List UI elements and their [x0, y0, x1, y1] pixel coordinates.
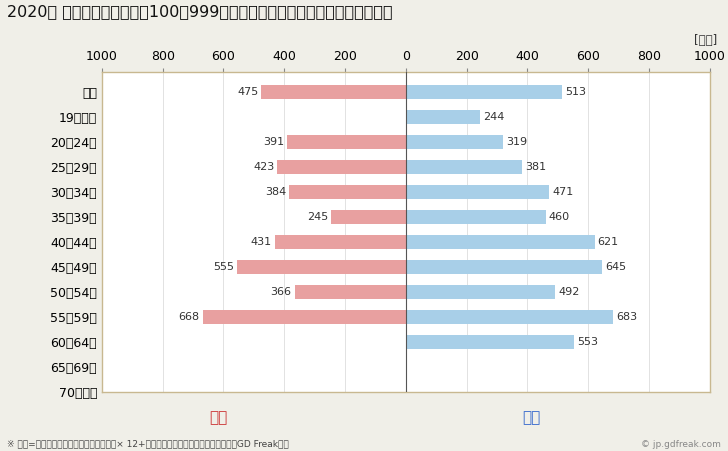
- Text: 384: 384: [265, 187, 286, 197]
- Bar: [295, 285, 406, 299]
- Bar: [287, 135, 406, 149]
- Text: 621: 621: [598, 237, 619, 247]
- Bar: [406, 185, 549, 199]
- Text: 245: 245: [307, 212, 328, 222]
- Text: 319: 319: [506, 137, 527, 147]
- Text: 男性: 男性: [522, 410, 541, 425]
- Text: 460: 460: [549, 212, 570, 222]
- Text: 668: 668: [178, 313, 199, 322]
- Text: [万円]: [万円]: [694, 34, 717, 47]
- Bar: [406, 310, 614, 324]
- Text: 492: 492: [558, 287, 579, 297]
- Bar: [406, 235, 595, 249]
- Text: 423: 423: [253, 162, 274, 172]
- Text: 381: 381: [525, 162, 546, 172]
- Text: 431: 431: [250, 237, 272, 247]
- Bar: [406, 211, 546, 224]
- Bar: [237, 260, 406, 274]
- Bar: [275, 235, 406, 249]
- Text: 471: 471: [552, 187, 574, 197]
- Text: 391: 391: [263, 137, 284, 147]
- Bar: [277, 161, 406, 174]
- Bar: [261, 85, 406, 99]
- Bar: [406, 260, 602, 274]
- Bar: [406, 285, 555, 299]
- Text: 女性: 女性: [209, 410, 228, 425]
- Text: 2020年 民間企業（従業者数100〜999人）フルタイム労働者の男女別平均年収: 2020年 民間企業（従業者数100〜999人）フルタイム労働者の男女別平均年収: [7, 5, 393, 19]
- Bar: [406, 336, 574, 349]
- Text: 645: 645: [605, 262, 626, 272]
- Text: 244: 244: [483, 112, 505, 122]
- Text: 513: 513: [565, 87, 586, 97]
- Text: 553: 553: [577, 337, 598, 347]
- Text: 366: 366: [271, 287, 292, 297]
- Bar: [406, 135, 503, 149]
- Bar: [331, 211, 406, 224]
- Bar: [406, 161, 522, 174]
- Bar: [406, 110, 480, 124]
- Bar: [289, 185, 406, 199]
- Bar: [406, 85, 562, 99]
- Text: 555: 555: [213, 262, 234, 272]
- Text: ※ 年収=「きまって支給する現金給与額」× 12+「年間賞与その他特別給与額」としてGD Freak推計: ※ 年収=「きまって支給する現金給与額」× 12+「年間賞与その他特別給与額」と…: [7, 440, 289, 449]
- Bar: [203, 310, 406, 324]
- Text: 683: 683: [617, 313, 638, 322]
- Text: © jp.gdfreak.com: © jp.gdfreak.com: [641, 440, 721, 449]
- Text: 475: 475: [237, 87, 258, 97]
